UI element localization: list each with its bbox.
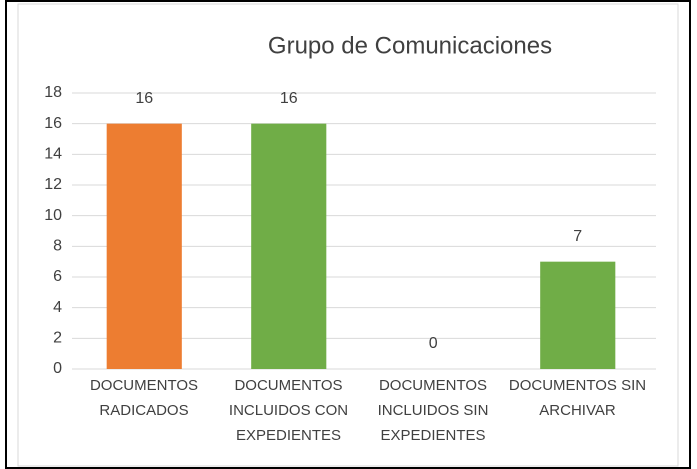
data-label: 16: [280, 90, 298, 107]
y-tick-label: 0: [53, 360, 62, 377]
x-tick-label: DOCUMENTOS INCLUIDOS CON EXPEDIENTES: [228, 377, 349, 444]
y-tick-label: 18: [44, 84, 62, 101]
bar: [251, 123, 327, 370]
y-tick-label: 2: [53, 330, 62, 347]
y-tick-label: 4: [53, 299, 62, 316]
chart-frame: [17, 3, 679, 467]
chart-title: Grupo de Comunicaciones: [268, 32, 552, 59]
y-tick-label: 10: [44, 207, 62, 224]
y-tick-label: 12: [44, 176, 62, 193]
data-label: 0: [429, 335, 438, 352]
x-tick-label: DOCUMENTOS SIN ARCHIVAR: [508, 377, 647, 419]
x-tick-label: DOCUMENTOS RADICADOS: [89, 377, 199, 419]
y-tick-label: 8: [53, 238, 62, 255]
y-tick-label: 6: [53, 268, 62, 285]
y-tick-label: 16: [44, 115, 62, 132]
x-tick-label: DOCUMENTOS INCLUIDOS SIN EXPEDIENTES: [377, 377, 489, 444]
bar: [540, 261, 616, 369]
bar: [106, 123, 182, 370]
y-tick-label: 14: [44, 146, 62, 163]
data-label: 16: [135, 90, 153, 107]
outer-frame: [5, 0, 691, 469]
data-label: 7: [573, 228, 582, 245]
